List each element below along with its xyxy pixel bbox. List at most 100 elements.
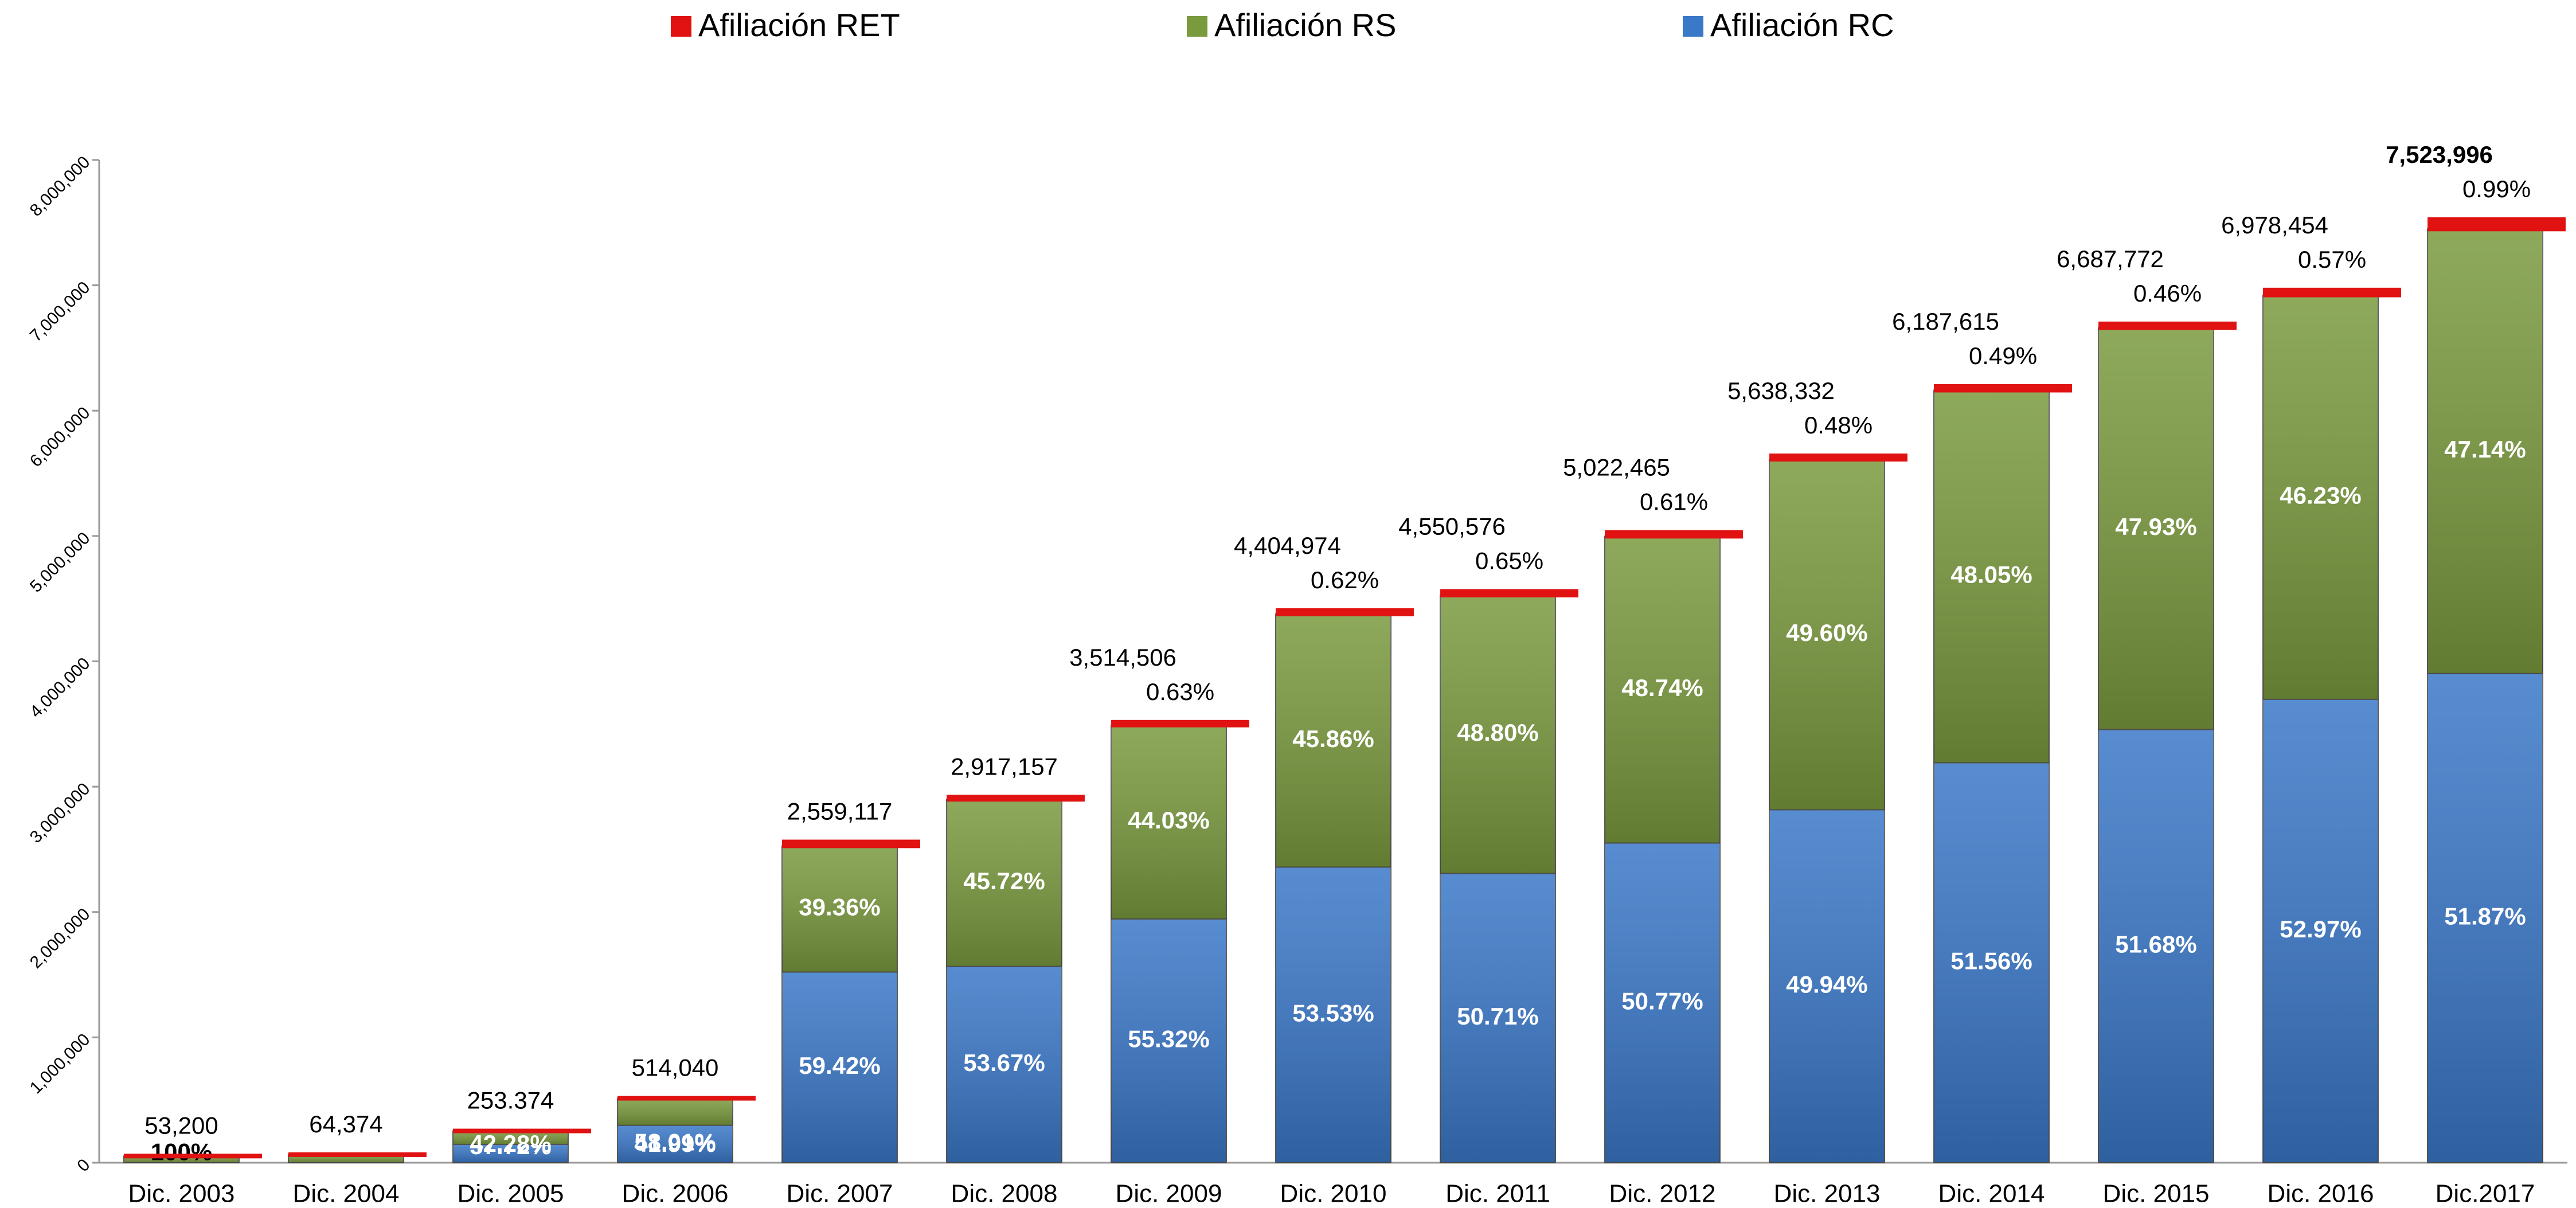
bar-shade — [1440, 595, 1555, 874]
total-label: 253.374 — [467, 1087, 554, 1114]
share-label: 50.77% — [1621, 987, 1703, 1014]
share-label: 46.23% — [2280, 482, 2361, 509]
y-tick-label: 0 — [73, 1155, 93, 1175]
bar-shade — [1605, 536, 1720, 843]
y-tick-label: 4,000,000 — [26, 654, 94, 722]
ret-share-label: 0.99% — [2462, 175, 2531, 202]
bar-shade — [1276, 613, 1391, 867]
y-tick-label: 6,000,000 — [26, 403, 94, 471]
share-label: 48.74% — [1621, 674, 1703, 701]
share-label: 44.03% — [1128, 807, 1209, 834]
share-label: 39.36% — [799, 894, 880, 921]
bar-shade — [2263, 295, 2378, 699]
bar-segment — [947, 795, 1085, 802]
ret-share-label: 0.61% — [1640, 488, 1708, 515]
bar-shade — [1769, 459, 1885, 810]
bar-shade — [1111, 918, 1226, 1163]
share-label: 50.71% — [1457, 1003, 1538, 1030]
total-label: 64,374 — [309, 1111, 382, 1137]
share-label: 58.01% — [634, 1128, 716, 1155]
ret-share-label: 0.65% — [1475, 548, 1543, 574]
x-tick-label: Dic. 2009 — [1116, 1180, 1222, 1208]
x-tick-label: Dic.2017 — [2436, 1180, 2535, 1208]
legend-label: Afiliación RS — [1214, 7, 1396, 43]
ret-share-label: 0.62% — [1311, 566, 1379, 593]
share-label: 47.93% — [2115, 513, 2196, 540]
bar-shade — [617, 1125, 733, 1163]
bar-segment — [1605, 530, 1743, 539]
total-label: 53,200 — [144, 1112, 218, 1139]
total-label: 4,550,576 — [1398, 513, 1506, 540]
bar-segment — [1769, 454, 1907, 462]
bar-shade — [1934, 390, 2049, 763]
legend-label: Afiliación RET — [698, 7, 900, 43]
bar-shade — [1111, 725, 1226, 919]
share-label: 45.72% — [963, 867, 1045, 894]
total-label: 7,523,996 — [2386, 141, 2493, 168]
total-label: 3,514,506 — [1069, 644, 1176, 671]
share-label: 51.87% — [2444, 902, 2526, 929]
bar-shade — [947, 966, 1062, 1163]
share-label: 53.53% — [1292, 999, 1374, 1026]
x-tick-label: Dic. 2004 — [293, 1180, 400, 1208]
bar-segment — [2098, 321, 2237, 330]
x-tick-label: Dic. 2011 — [1445, 1180, 1550, 1208]
ret-share-label: 0.49% — [1969, 342, 2037, 369]
bar-segment — [782, 839, 920, 849]
x-tick-label: Dic. 2007 — [787, 1180, 893, 1208]
bar-shade — [1440, 873, 1555, 1163]
y-tick-label: 8,000,000 — [26, 153, 94, 220]
ret-share-label: 0.46% — [2133, 280, 2202, 307]
share-label: 41.99% — [634, 1130, 716, 1157]
bar-shade — [2263, 699, 2378, 1163]
share-label: 51.56% — [1950, 947, 2032, 974]
x-tick-label: Dic. 2010 — [1280, 1180, 1387, 1208]
bar-shade — [1934, 763, 2049, 1163]
bar-shade — [782, 846, 897, 972]
bar-shade — [2428, 673, 2543, 1163]
x-tick-label: Dic. 2012 — [1609, 1180, 1716, 1208]
bar-segment — [1111, 720, 1249, 728]
ret-share-label: 0.57% — [2298, 246, 2366, 273]
bar-shade — [453, 1131, 568, 1145]
legend-swatch — [671, 16, 691, 37]
x-tick-label: Dic. 2015 — [2103, 1180, 2210, 1208]
share-label: 48.80% — [1457, 719, 1538, 746]
share-label: 49.60% — [1786, 619, 1867, 646]
bar-shade — [947, 799, 1062, 967]
bar-shade — [1605, 843, 1720, 1163]
bar-shade — [2098, 729, 2214, 1163]
total-label: 5,022,465 — [1563, 454, 1670, 481]
bar-shade — [124, 1156, 239, 1163]
y-tick-label: 3,000,000 — [26, 779, 94, 847]
bar-segment — [288, 1152, 427, 1157]
bar-segment — [617, 1096, 756, 1101]
legend-swatch — [1187, 16, 1207, 37]
total-label: 514,040 — [632, 1054, 719, 1081]
share-label: 49.94% — [1786, 971, 1867, 998]
total-label: 5,638,332 — [1727, 377, 1835, 404]
share-label: 48.05% — [1950, 561, 2032, 588]
legend-label: Afiliación RC — [1710, 7, 1894, 43]
share-label: 52.97% — [2280, 916, 2361, 943]
share-label: 47.14% — [2444, 436, 2526, 463]
y-tick-label: 5,000,000 — [26, 529, 94, 596]
bar-segment — [2428, 217, 2566, 232]
x-tick-label: Dic. 2006 — [622, 1180, 729, 1208]
bar-shade — [2098, 327, 2214, 730]
x-tick-label: Dic. 2005 — [458, 1180, 564, 1208]
x-tick-label: Dic. 2008 — [951, 1180, 1058, 1208]
share-label: 59.42% — [799, 1052, 880, 1079]
share-label: 51.68% — [2115, 931, 2196, 957]
total-label: 6,687,772 — [2057, 245, 2164, 272]
y-tick-label: 2,000,000 — [26, 905, 94, 972]
bar-shade — [1276, 867, 1391, 1163]
legend-swatch — [1683, 16, 1703, 37]
bar-shade — [2428, 229, 2543, 674]
total-label: 2,917,157 — [951, 753, 1058, 780]
share-label: 53.67% — [963, 1049, 1045, 1076]
bar-segment — [1276, 608, 1414, 616]
total-label: 6,187,615 — [1892, 308, 1999, 335]
total-label: 2,559,117 — [787, 798, 893, 825]
